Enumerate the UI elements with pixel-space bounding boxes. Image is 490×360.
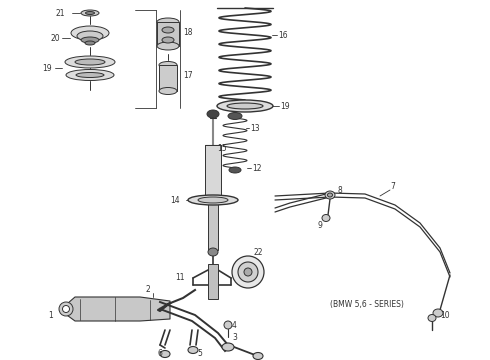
Ellipse shape xyxy=(81,37,99,43)
Text: (BMW 5,6 - SERIES): (BMW 5,6 - SERIES) xyxy=(330,301,404,310)
Ellipse shape xyxy=(207,110,219,118)
Ellipse shape xyxy=(222,343,234,351)
Text: 4: 4 xyxy=(232,320,237,329)
Ellipse shape xyxy=(188,346,198,354)
Ellipse shape xyxy=(85,41,95,45)
Bar xyxy=(208,264,218,299)
Ellipse shape xyxy=(322,215,330,221)
Ellipse shape xyxy=(75,59,105,65)
Text: 5: 5 xyxy=(197,350,202,359)
Text: 13: 13 xyxy=(250,123,260,132)
Text: 6: 6 xyxy=(157,350,162,359)
Text: 8: 8 xyxy=(338,185,343,194)
Ellipse shape xyxy=(160,351,170,357)
Ellipse shape xyxy=(238,262,258,282)
Ellipse shape xyxy=(244,268,252,276)
Ellipse shape xyxy=(59,302,73,316)
Ellipse shape xyxy=(208,248,218,256)
Ellipse shape xyxy=(198,197,228,203)
Text: 19: 19 xyxy=(42,63,51,72)
Ellipse shape xyxy=(162,27,174,33)
Ellipse shape xyxy=(81,10,99,16)
Bar xyxy=(157,22,179,46)
Ellipse shape xyxy=(433,309,443,317)
Ellipse shape xyxy=(325,191,335,199)
Text: 18: 18 xyxy=(183,27,193,36)
Text: 19: 19 xyxy=(280,102,290,111)
Text: 17: 17 xyxy=(183,71,193,80)
Text: 20: 20 xyxy=(50,33,60,42)
Ellipse shape xyxy=(63,306,70,312)
Text: 9: 9 xyxy=(318,220,323,230)
Text: 2: 2 xyxy=(145,285,150,294)
Ellipse shape xyxy=(217,100,273,112)
Ellipse shape xyxy=(71,26,109,40)
Text: 21: 21 xyxy=(55,9,65,18)
Bar xyxy=(208,195,218,250)
Text: 14: 14 xyxy=(170,195,180,204)
Ellipse shape xyxy=(232,256,264,288)
Ellipse shape xyxy=(65,56,115,68)
Text: 16: 16 xyxy=(278,31,288,40)
Ellipse shape xyxy=(327,193,333,197)
Ellipse shape xyxy=(85,12,95,14)
Ellipse shape xyxy=(77,31,103,41)
Text: 12: 12 xyxy=(252,163,262,172)
Text: 7: 7 xyxy=(390,181,395,190)
Text: 11: 11 xyxy=(175,274,185,283)
Ellipse shape xyxy=(66,69,114,81)
Ellipse shape xyxy=(428,315,436,321)
Ellipse shape xyxy=(229,167,241,173)
Text: 1: 1 xyxy=(48,310,53,320)
Ellipse shape xyxy=(157,42,179,50)
Text: 10: 10 xyxy=(440,311,450,320)
Bar xyxy=(159,65,177,91)
Ellipse shape xyxy=(76,72,104,77)
Ellipse shape xyxy=(188,195,238,205)
Ellipse shape xyxy=(228,112,242,120)
Ellipse shape xyxy=(227,103,263,109)
Ellipse shape xyxy=(159,87,177,95)
Ellipse shape xyxy=(253,352,263,360)
Ellipse shape xyxy=(157,18,179,26)
Text: 3: 3 xyxy=(232,333,237,342)
Text: 22: 22 xyxy=(253,248,263,257)
Polygon shape xyxy=(60,297,170,321)
Bar xyxy=(205,145,221,195)
Ellipse shape xyxy=(224,321,232,329)
Ellipse shape xyxy=(159,62,177,68)
Text: 15: 15 xyxy=(217,144,227,153)
Ellipse shape xyxy=(162,37,174,43)
